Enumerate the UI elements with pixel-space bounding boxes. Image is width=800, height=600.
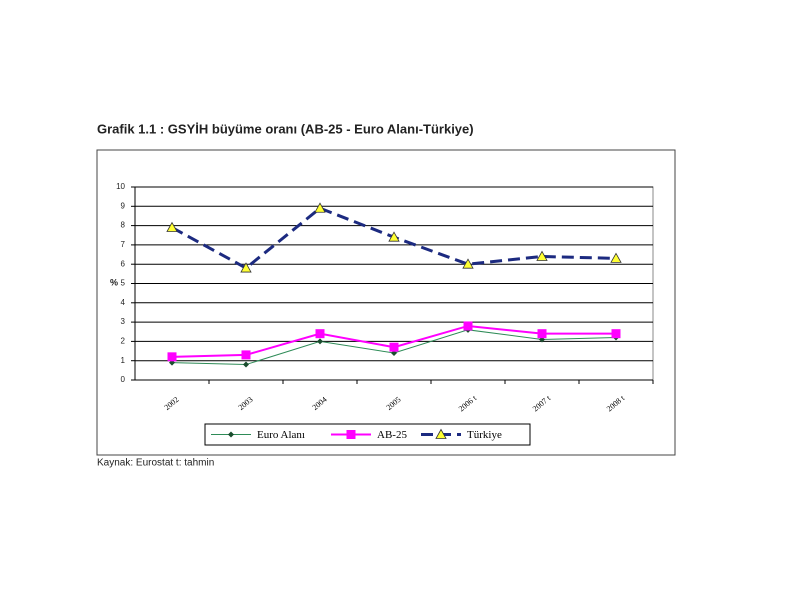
data-point [389, 342, 399, 352]
chart-title: Grafik 1.1 : GSYİH büyüme oranı (AB-25 -… [97, 121, 474, 136]
data-point [317, 338, 323, 345]
y-tick-label: 2 [121, 337, 126, 346]
data-point [314, 202, 326, 213]
y-tick-label: 3 [121, 317, 126, 326]
source-note: Kaynak: Eurostat t: tahmin [97, 458, 214, 469]
y-tick-label: 8 [121, 221, 126, 230]
y-axis-label: % [110, 277, 118, 287]
data-point [167, 352, 177, 362]
data-point [243, 361, 249, 368]
y-tick-label: 0 [121, 375, 126, 384]
data-point [166, 221, 178, 232]
legend-label: AB-25 [377, 429, 407, 441]
legend-marker [228, 431, 234, 438]
y-tick-label: 5 [121, 279, 126, 288]
y-tick-label: 1 [121, 356, 126, 365]
legend-marker [346, 430, 356, 439]
data-point [610, 252, 622, 263]
data-point [315, 329, 325, 339]
data-point [537, 329, 547, 339]
legend-label: Euro Alanı [257, 429, 305, 441]
y-tick-label: 7 [121, 240, 126, 249]
data-point [611, 329, 621, 339]
legend-marker [435, 428, 447, 439]
data-point [463, 321, 473, 331]
y-tick-label: 9 [121, 201, 126, 210]
data-point [462, 258, 474, 269]
y-tick-label: 4 [121, 298, 126, 307]
y-tick-label: 10 [116, 182, 125, 191]
data-point [241, 350, 251, 360]
data-point [536, 250, 548, 261]
y-tick-label: 6 [121, 259, 126, 268]
data-point [388, 231, 400, 242]
legend-label: Türkiye [467, 429, 502, 441]
data-point [240, 262, 252, 273]
